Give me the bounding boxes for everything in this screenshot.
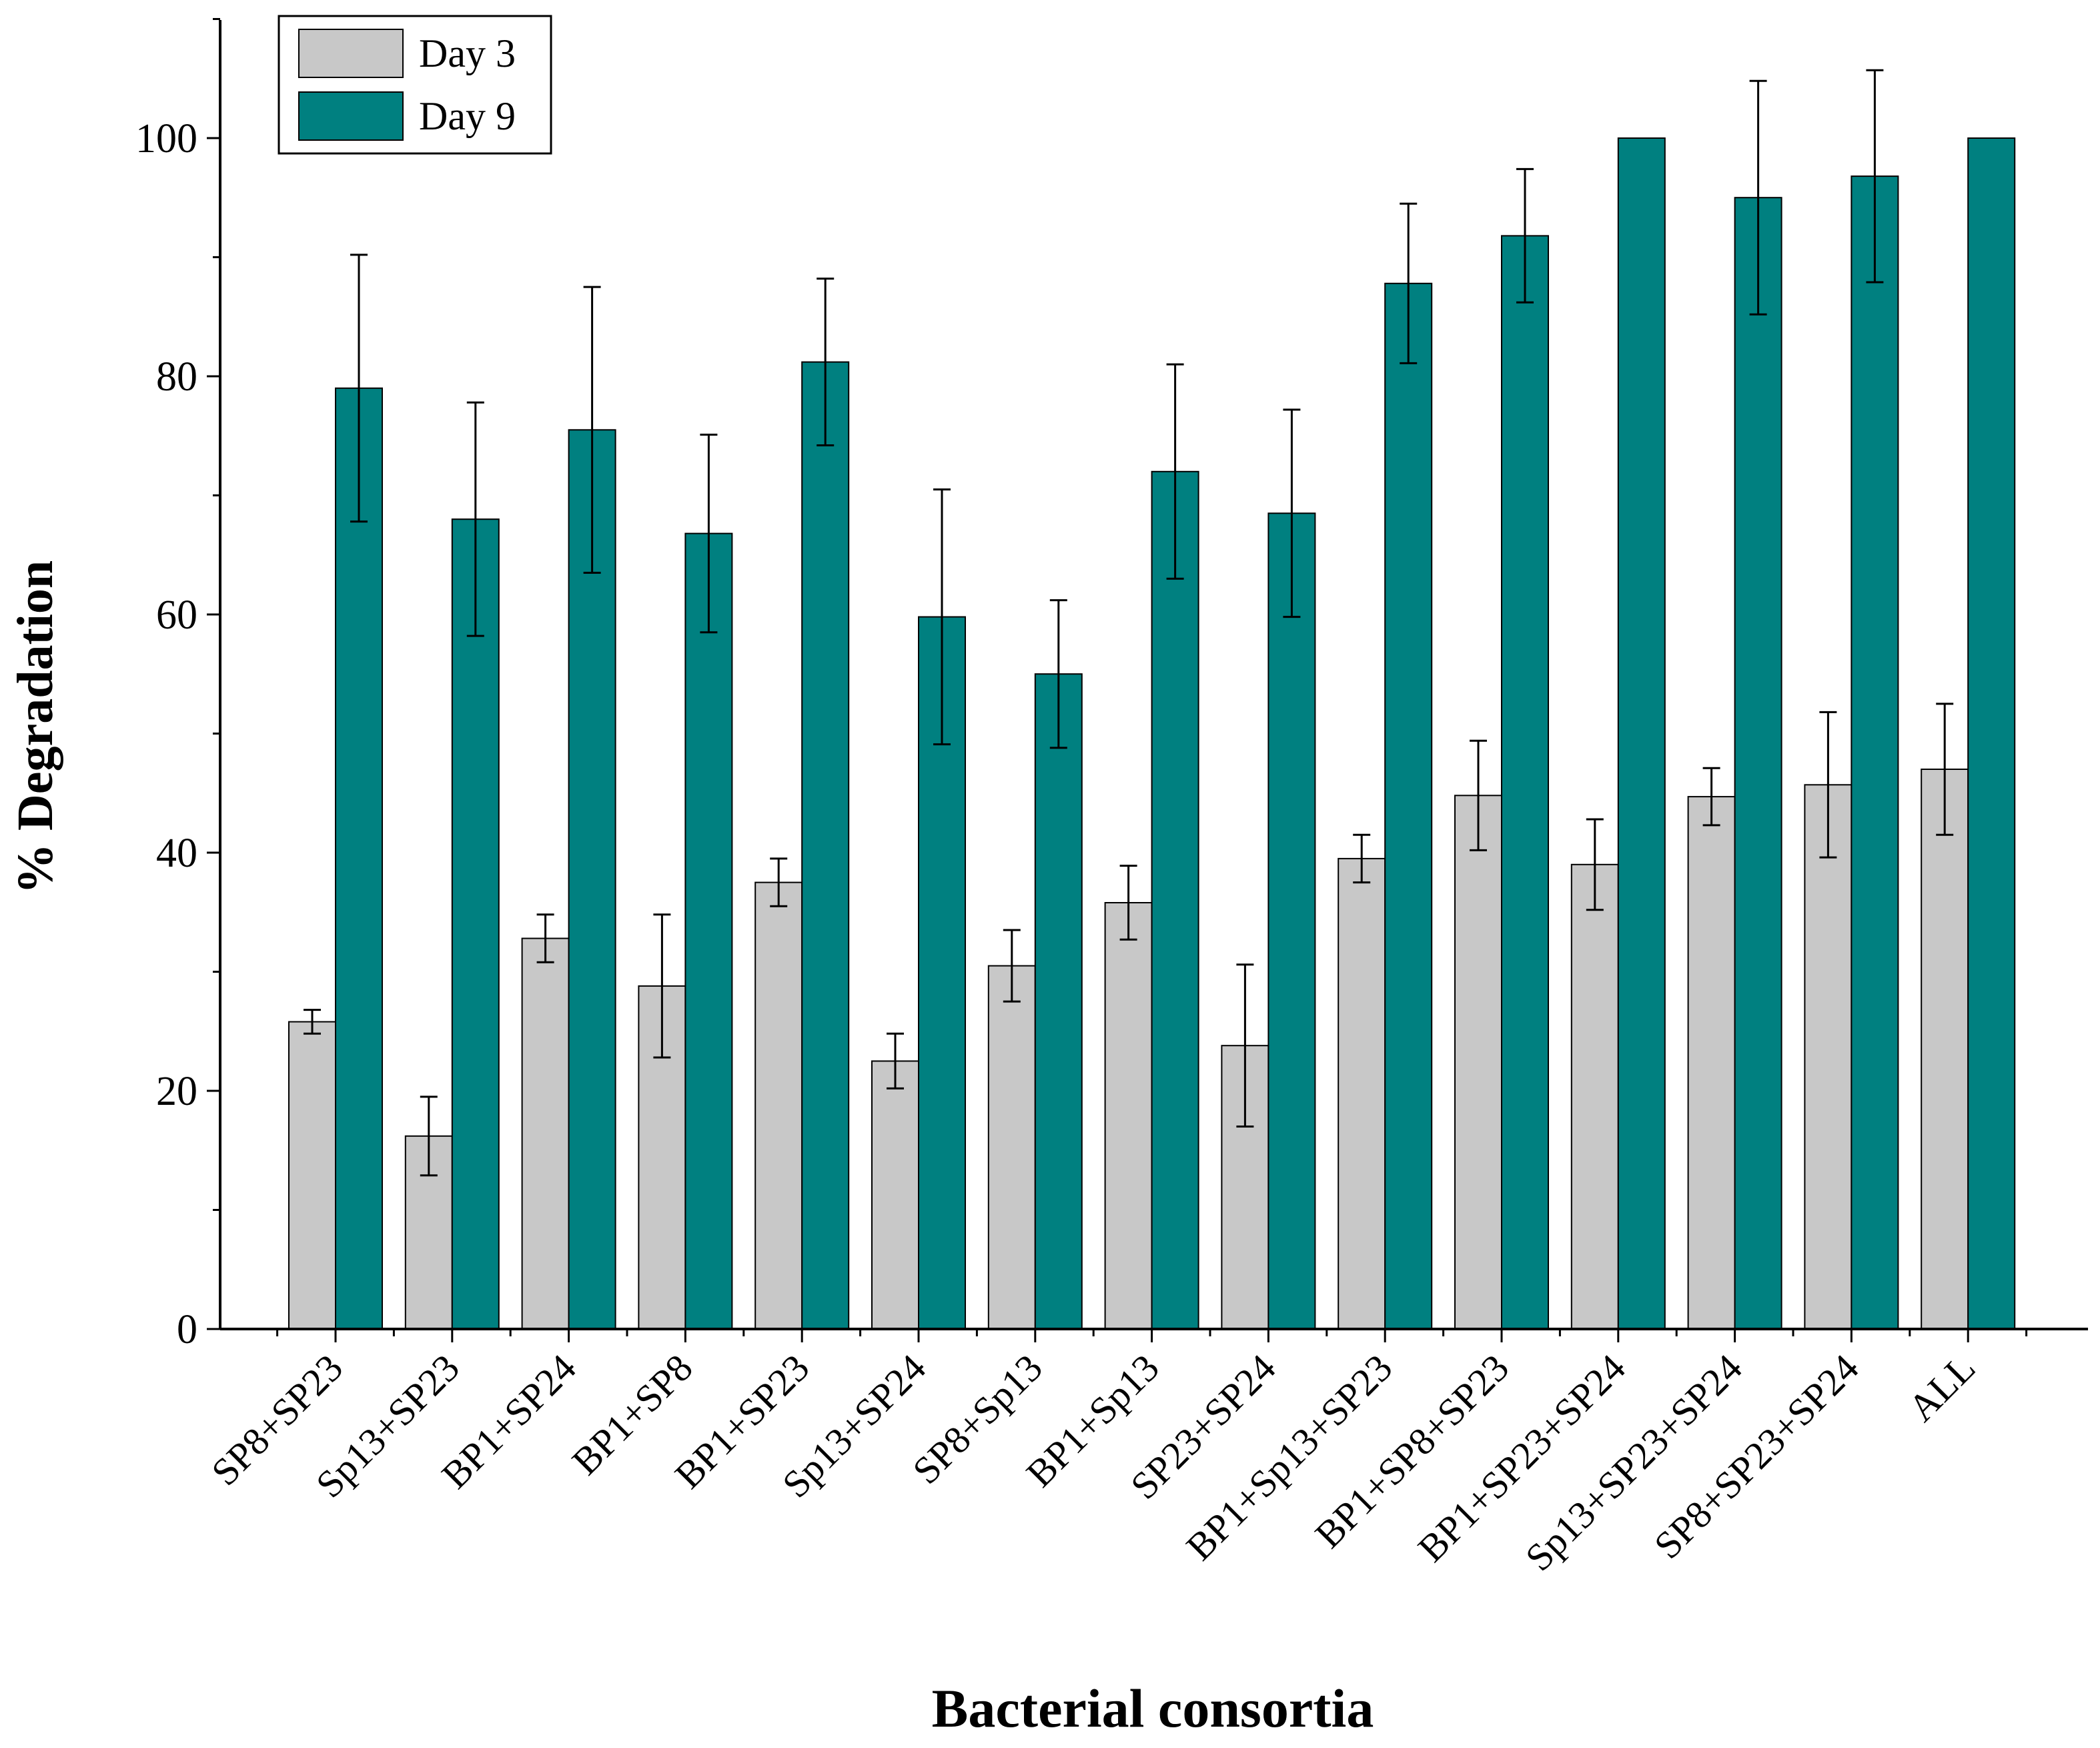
- bar-day3-13: [1804, 784, 1853, 1330]
- x-tick-label-12: Sp13+SP23+SP24: [1517, 1346, 1750, 1579]
- error-bar-day3-10: [1470, 739, 1487, 851]
- y-tick-label-20: 20: [156, 1069, 197, 1114]
- bar-day3-14: [1921, 769, 1969, 1330]
- y-tick-label-0: 0: [177, 1307, 197, 1352]
- bar-day9-9: [1384, 282, 1433, 1330]
- bar-day3-5: [871, 1060, 919, 1330]
- x-tick-label-9: BP1+Sp13+SP23: [1178, 1346, 1401, 1569]
- bar-day3-12: [1687, 796, 1736, 1330]
- error-bar-day9-9: [1400, 202, 1418, 364]
- legend-label-day-9: Day 9: [419, 94, 516, 138]
- error-bar-day9-0: [350, 254, 368, 523]
- bar-day9-7: [1151, 470, 1199, 1330]
- legend-label-day-3: Day 3: [419, 31, 516, 75]
- bar-day3-2: [521, 937, 570, 1330]
- legend-swatch-day-9: [298, 91, 404, 141]
- error-bar-day9-7: [1166, 363, 1184, 580]
- y-tick-label-80: 80: [156, 354, 197, 400]
- bar-day3-0: [288, 1021, 336, 1330]
- error-bar-day9-13: [1866, 69, 1884, 284]
- x-axis-title: Bacterial consortia: [932, 1678, 1374, 1739]
- bar-day3-7: [1104, 902, 1153, 1330]
- y-tick-label-60: 60: [156, 592, 197, 638]
- bar-day9-13: [1851, 175, 1899, 1330]
- error-bar-day3-7: [1119, 865, 1137, 941]
- error-bar-day3-5: [887, 1032, 904, 1089]
- error-bar-day3-12: [1702, 767, 1720, 827]
- x-tick-label-13: SP8+SP23+SP24: [1646, 1346, 1867, 1567]
- bar-day9-4: [801, 361, 850, 1330]
- error-bar-day9-10: [1516, 167, 1534, 304]
- error-bars-layer: [304, 69, 1954, 1177]
- error-bar-day9-4: [817, 278, 835, 446]
- error-bar-day3-11: [1586, 818, 1604, 911]
- x-tick-label-14: ALL: [1900, 1346, 1984, 1430]
- error-bar-day3-8: [1236, 963, 1254, 1128]
- y-axis-title: % Degradation: [7, 560, 63, 894]
- error-bar-day9-12: [1749, 79, 1767, 316]
- bar-day9-8: [1267, 512, 1316, 1330]
- bar-day3-6: [987, 965, 1036, 1330]
- error-bar-day9-5: [933, 488, 951, 746]
- error-bar-day9-6: [1049, 599, 1067, 749]
- bar-day3-4: [754, 881, 803, 1330]
- error-bar-day3-9: [1353, 833, 1371, 884]
- y-tick-label-100: 100: [135, 116, 197, 161]
- error-bar-day3-6: [1003, 929, 1021, 1003]
- legend-swatch-day-3: [298, 29, 404, 78]
- bar-day3-11: [1570, 863, 1619, 1330]
- bar-day9-11: [1617, 137, 1666, 1330]
- bar-day9-6: [1034, 673, 1083, 1330]
- bar-day9-1: [451, 518, 500, 1330]
- error-bar-day9-2: [583, 286, 601, 574]
- bar-day3-10: [1454, 795, 1502, 1330]
- error-bar-day3-0: [304, 1009, 321, 1035]
- bar-day9-14: [1967, 137, 2016, 1330]
- error-bar-day3-14: [1936, 703, 1954, 836]
- bar-day9-2: [568, 429, 616, 1330]
- error-bar-day9-8: [1283, 408, 1301, 618]
- bar-day9-0: [335, 387, 383, 1330]
- error-bar-day3-4: [770, 857, 788, 907]
- error-bar-day3-13: [1819, 711, 1837, 859]
- error-bar-day3-2: [536, 913, 554, 963]
- bars-layer: [288, 137, 2016, 1330]
- bar-day9-12: [1734, 197, 1782, 1330]
- bar-day9-10: [1501, 235, 1549, 1330]
- error-bar-day9-1: [466, 401, 484, 637]
- error-bar-day9-3: [700, 434, 718, 634]
- error-bar-day3-1: [420, 1096, 438, 1177]
- legend: Day 3 Day 9: [278, 15, 552, 155]
- x-tick-label-11: BP1+SP23+SP24: [1410, 1346, 1634, 1570]
- bar-day9-3: [684, 532, 733, 1330]
- bar-day3-9: [1338, 857, 1386, 1330]
- axes-layer: [219, 20, 2088, 1330]
- y-tick-label-40: 40: [156, 831, 197, 876]
- error-bar-day3-3: [653, 913, 671, 1059]
